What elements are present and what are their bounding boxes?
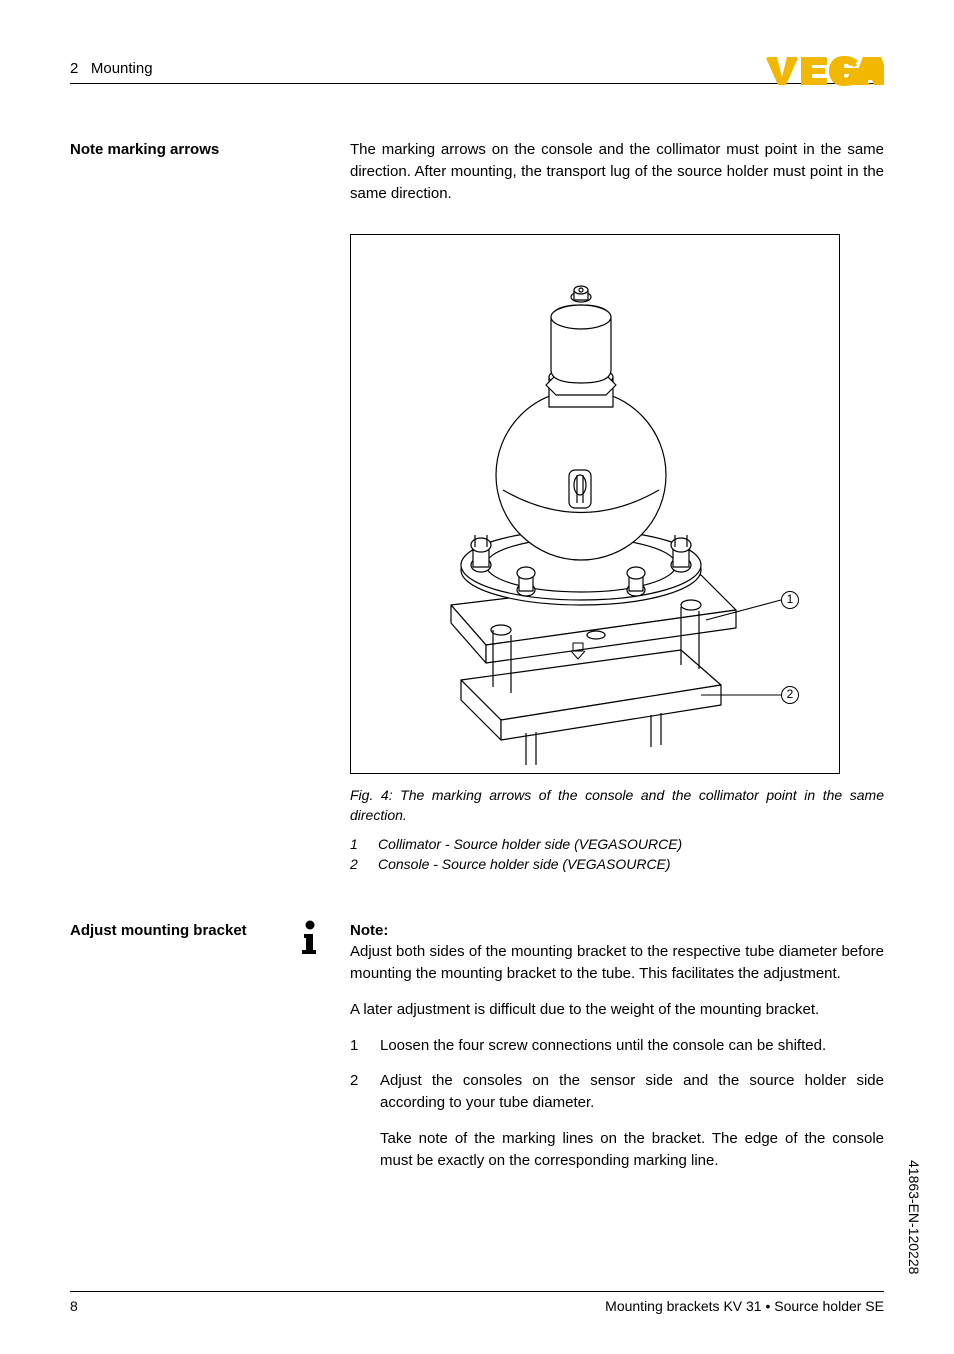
- step-text-1: Loosen the four screw connections until …: [380, 1035, 884, 1057]
- callout-number-2: 2: [781, 686, 799, 704]
- side-label-marking-arrows: Note marking arrows: [70, 139, 270, 875]
- page-header: 2 Mounting: [70, 60, 884, 84]
- adjustment-warning: A later adjustment is difficult due to t…: [350, 999, 884, 1021]
- figure-callout-2: 2: [781, 685, 799, 704]
- note-block: Note: Adjust both sides of the mounting …: [350, 920, 884, 985]
- marking-arrows-paragraph: The marking arrows on the console and th…: [350, 139, 884, 204]
- page-number: 8: [70, 1298, 78, 1314]
- step-1: 1 Loosen the four screw connections unti…: [350, 1035, 884, 1057]
- legend-text-1: Collimator - Source holder side (VEGASOU…: [378, 835, 682, 855]
- step-subtext-2: Take note of the marking lines on the br…: [380, 1128, 884, 1172]
- note-label: Note:: [350, 922, 388, 939]
- info-icon: [298, 920, 322, 956]
- step-2: 2 Adjust the consoles on the sensor side…: [350, 1070, 884, 1171]
- section-title: Mounting: [91, 60, 153, 77]
- document-id: 41863-EN-120228: [906, 1160, 922, 1274]
- legend-row-2: 2 Console - Source holder side (VEGASOUR…: [350, 855, 884, 875]
- step-text-2: Adjust the consoles on the sensor side a…: [380, 1070, 884, 1114]
- footer-doc-title: Mounting brackets KV 31 • Source holder …: [605, 1298, 884, 1314]
- section-heading: 2 Mounting: [70, 60, 153, 77]
- svg-text:GA: GA: [836, 55, 881, 87]
- callout-number-1: 1: [781, 591, 799, 609]
- icon-col-empty: [290, 139, 330, 875]
- steps-list: 1 Loosen the four screw connections unti…: [350, 1035, 884, 1172]
- page-footer: 8 Mounting brackets KV 31 • Source holde…: [70, 1291, 884, 1314]
- step-num-1: 1: [350, 1035, 364, 1057]
- figure-4: 1 2: [350, 234, 840, 774]
- block-adjust-mounting-bracket: Adjust mounting bracket Note: Adjust bot…: [70, 920, 884, 1186]
- block-note-marking-arrows: Note marking arrows The marking arrows o…: [70, 139, 884, 875]
- step-num-2: 2: [350, 1070, 364, 1171]
- figure-legend: 1 Collimator - Source holder side (VEGAS…: [350, 835, 884, 874]
- legend-row-1: 1 Collimator - Source holder side (VEGAS…: [350, 835, 884, 855]
- legend-num-2: 2: [350, 855, 360, 875]
- figure-caption: Fig. 4: The marking arrows of the consol…: [350, 786, 884, 825]
- note-text: Adjust both sides of the mounting bracke…: [350, 943, 884, 982]
- legend-num-1: 1: [350, 835, 360, 855]
- side-label-adjust-bracket: Adjust mounting bracket: [70, 920, 270, 1186]
- info-icon-col: [290, 920, 330, 1186]
- legend-text-2: Console - Source holder side (VEGASOURCE…: [378, 855, 671, 875]
- figure-callout-1: 1: [781, 590, 799, 609]
- section-number: 2: [70, 60, 78, 77]
- vega-logo: GA: [764, 55, 884, 92]
